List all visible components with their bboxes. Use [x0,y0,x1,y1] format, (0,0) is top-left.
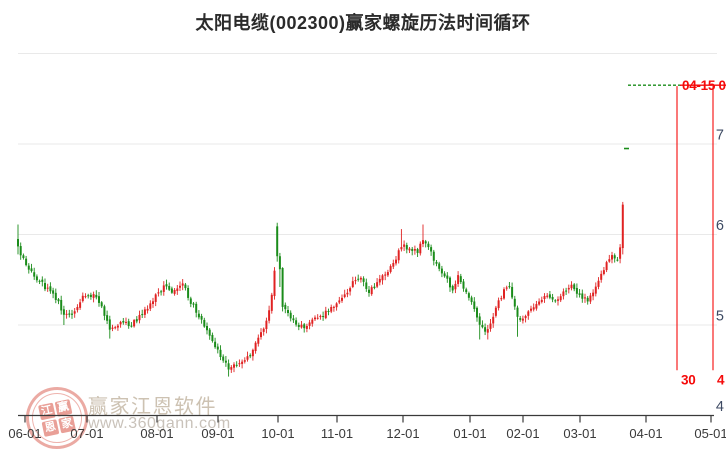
cycle-line-label: 30 [681,372,695,387]
x-tick-label: 01-01 [453,426,486,441]
y-tick-label: 5 [716,309,724,325]
chart-title: 太阳电缆(002300)赢家螺旋历法时间循环 [195,13,531,33]
cycle-line-label: 4 [717,372,725,387]
x-tick-label: 02-01 [506,426,539,441]
x-tick-label: 12-01 [386,426,419,441]
watermark-brand-text: 赢家江恩软件 [88,396,217,418]
x-tick-label: 10-01 [261,426,294,441]
y-tick-label: 4 [716,399,724,415]
y-tick-label: 7 [716,128,724,144]
x-tick-label: 06-01 [8,426,41,441]
x-tick-label: 11-01 [321,426,353,441]
candlestick-series [17,201,624,377]
x-tick-label: 04-01 [629,426,662,441]
x-tick-label: 09-01 [201,426,234,441]
x-tick-label: 03-01 [563,426,596,441]
y-axis-labels: 7 6 5 4 [716,128,724,416]
x-axis: 06-01 07-01 08-01 09-01 10-01 11-01 12-01 01-01… [8,414,726,441]
x-tick-label: 07-01 [70,426,103,441]
projection-date-label: 04-15 0 [682,78,726,93]
x-tick-label: 05-01 [694,426,726,441]
x-tick-label: 08-01 [140,426,173,441]
gridlines [18,53,717,326]
watermark-url-text: www.360gann.com [88,415,231,432]
y-tick-label: 6 [716,218,724,234]
spiral-calendar-annotations: 30 4 04-15 0 [624,78,726,387]
